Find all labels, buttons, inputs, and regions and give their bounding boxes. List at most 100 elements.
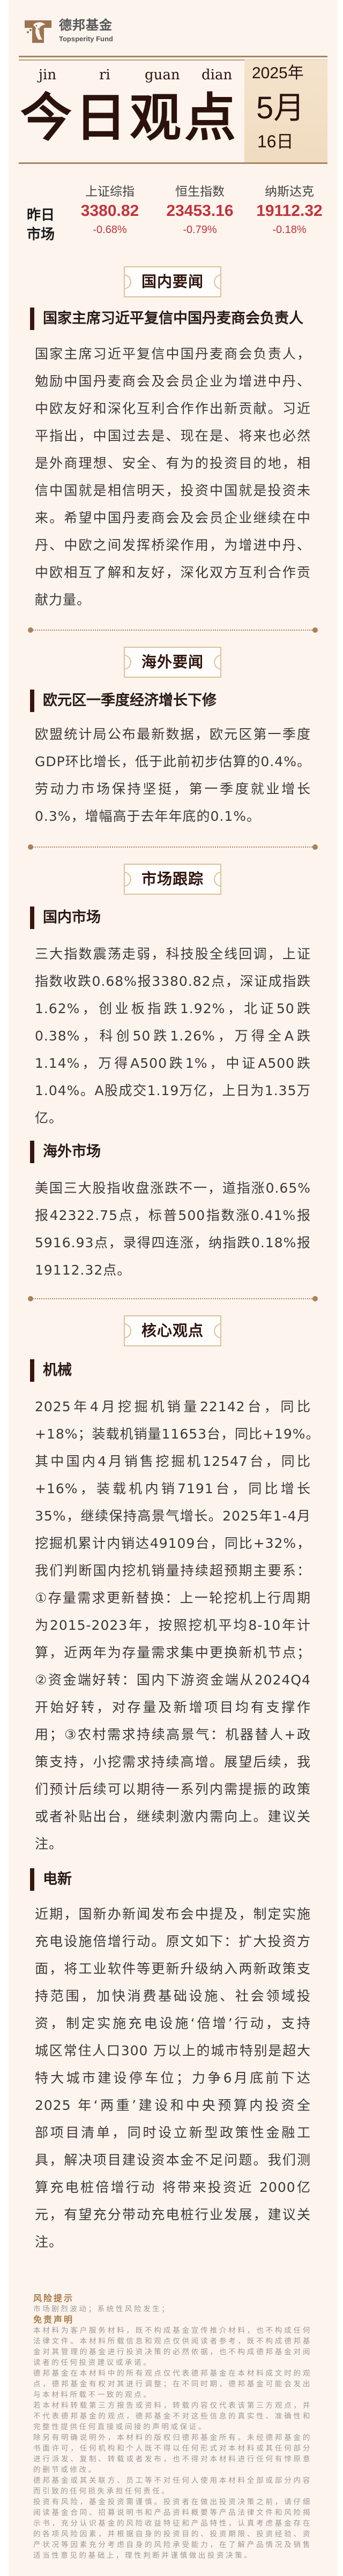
heading-text: 海外市场 [43,1143,101,1160]
body-line: 具，解决项目建设资本金不足问题。我们测 [35,2152,311,2168]
disclaimer-line: 完整性提供任何直接或间接的声明或保证。 [33,2423,207,2431]
body-line: 其中国内4月销售挖掘机12547台，同比 [35,1454,311,1469]
body-line: 是外商理想、安全、有为的投资目的地，相 [35,455,311,471]
body-line: 或者补贴出台，继续刺激内需向上。建议关 [35,1809,311,1824]
body-line: 挖掘机累计内销达49109台，同比+32%， [35,1536,311,1551]
body-line: 特大城市建设停车位；力争6月底前下达 [35,2070,311,2086]
body-line: 欧盟统计局公布最新数据，欧元区第一季度 [35,727,311,742]
body-line: 19112.32点。 [35,1262,131,1278]
body-line: 我们判断国内挖机销量持续超预期主要系： [35,1563,311,1578]
section-divider [28,1296,318,1302]
body-line: 献力量。 [35,592,91,608]
body-line: 们预计后续可以期待一系列内需提振的政策 [35,1781,311,1797]
divider-end-dot [312,844,318,850]
disclaimer-line: 产状况等因素充分考虑自身的风险承受能力，在了解产品情况及销售 [33,2541,312,2549]
article-body: 三大指数震荡走弱，科技股全线回调，上证 指数收跌0.68%报3380.82点，深证… [35,940,311,1132]
disclaimer-line: 除另有明确说明外，本材料的版权归德邦基金所有。未经德邦基金的 [33,2433,312,2442]
heading-accent-bar [30,308,34,330]
body-line: 三大指数震荡走弱，科技股全线回调，上证 [35,946,311,962]
risk-title: 风险提示 [33,2293,74,2303]
disclaimer-line: 投资有风险，基金投资需谨慎。投资者在做出投资决策之前，请仔细 [33,2498,312,2506]
body-line: 2025 年‘两重’建设和中央预算内投资全 [35,2098,311,2113]
heading-text: 国家主席习近平复信中国丹麦商会负责人 [43,310,303,327]
market-label-line1: 昨日 [27,207,55,223]
header-top-rule-thin [19,59,244,61]
page-title: 今日观点 [20,87,239,148]
body-line: 信中国就是相信明天，投资中国就是投资未 [35,483,311,498]
divider-end-dot [28,844,33,850]
market-label: 昨日 市场 [27,206,59,244]
index-shanghai: 上证综指 3380.82 -0.68% [67,183,153,238]
body-line: 部项目清单，同时设立新型政策性金融工 [35,2125,311,2140]
divider-dots [31,1298,315,1299]
disclaimer-line: 的删节或修改。 [33,2466,98,2474]
body-line: +16%，装载机内销7191台，同比增长 [35,1481,311,1496]
body-line: 元，有望充分带动充电桩行业发展，建议关 [35,2207,311,2222]
heading-text: 欧元区一季度经济增长下修 [43,692,217,709]
index-nasdaq: 纳斯达克 19112.32 -0.18% [247,183,332,238]
brand-name-cn: 德邦基金 [59,18,113,33]
header-bottom-rule [19,162,327,164]
body-line: 报42322.75点，标普500指数涨0.41%报 [35,1208,311,1223]
body-line: 劳动力市场保持坚挺，第一季度就业增长 [35,781,311,797]
disclaimer-line: 不代表德邦基金的观点，德邦基金不对这些信息的真实性、准确性和 [33,2412,312,2421]
article-body: 近期，国新办新闻发布会中提及，制定实施 充电设施倍增行动。原文如下：扩大投资方 面，… [35,1900,311,2256]
index-value: 3380.82 [80,202,139,220]
date-box [244,59,327,163]
header-top-rule [19,56,327,57]
body-line: 丹、中欧之间发挥桥梁作用，为增进中丹、 [35,537,311,553]
section-title: 海外要闻 [141,653,204,671]
body-line: 注。 [35,2234,63,2250]
brand-name-en: Topsperity Fund [59,35,113,43]
heading-text: 机械 [43,1362,72,1379]
body-line: 策支持，小挖需求持续高增。展望后续，我 [35,1754,311,1770]
disclaimer-line: 书面许可，任何机构和个人既不得以任何形式对本材料或其任何部分 [33,2444,312,2453]
body-line: 算，近两年为存量需求集中更换新机节点； [35,1645,311,1660]
divider-end-dot [28,1296,33,1301]
disclaimer-line: 的各项风险因素，并根据自身的投资目的、投资期限、投资经验、资 [33,2530,312,2538]
body-line: 2025年4月挖掘机销量22142台，同比 [35,1399,311,1414]
date-day: 16日 [257,132,294,151]
index-value: 23453.16 [166,202,234,220]
topsperity-logo-icon [25,20,51,43]
disclaimer-line: 而引致的任何损失承担任何责任。 [33,2487,171,2496]
section-header: 市场跟踪 [124,864,221,895]
disclaimer-title: 免责声明 [33,2315,74,2325]
article-panel [9,0,338,2576]
disclaimer-line: 读者的任何投资建议或承诺。 [33,2358,153,2367]
body-line: 持范围，加快消费基础设施、社会领域投 [35,1988,311,2004]
heading-text: 国内市场 [43,909,101,926]
body-line: 开始好转，对存量及新增项目均有支撑作 [35,1699,311,1715]
disclaimer-line: 与本材料所载不一致的观点。 [33,2391,153,2399]
article-body: 欧盟统计局公布最新数据，欧元区第一季度 GDP环比增长，低于此前初步估算的0.4%… [35,721,311,830]
section-header: 海外要闻 [124,647,221,678]
body-line: 用；③农村需求持续高景气：机器替人+政 [35,1727,311,1742]
body-line: 面，将工业软件等更新升级纳入两新政策支 [35,1961,311,1976]
section-title: 市场跟踪 [141,870,204,888]
risk-text: 市场剧烈波动；系统性风险发生； [33,2305,171,2313]
disclaimer-line: 德邦基金或其关联方、员工等不对任何人使用本材料全部或部分内容 [33,2476,312,2485]
index-name: 恒生指数 [175,185,225,199]
section-header: 国内要闻 [124,266,221,297]
body-line: 算充电桩倍增行动 将带来投资近 2000亿 [35,2180,311,2195]
body-line: GDP环比增长，低于此前初步估算的0.4%。 [35,754,311,769]
disclaimer-line: 示书，充分认识基金的风险收益特征和产品特性，认真考虑基金存在 [33,2519,312,2528]
date-year: 2025年 [252,64,304,82]
disclaimer-line: 德邦基金在本材料中的所有观点仅代表德邦基金在本材料成文时的观 [33,2369,312,2378]
heading-accent-bar [30,690,34,712]
section-divider [28,627,318,633]
index-change: -0.68% [93,224,127,236]
body-line: 1.14%，万得A500跌1%，中证A500跌 [35,1055,311,1071]
body-line: 指数收跌0.68%报3380.82点，深证成指跌 [35,974,311,989]
divider-dots [31,847,315,848]
body-line: 为2015-2023年，按照挖机平均8-10年计 [35,1618,311,1633]
pinyin-guan: guan [145,67,180,83]
heading-accent-bar [30,1141,34,1163]
body-line: 近期，国新办新闻发布会中提及，制定实施 [35,1906,311,1922]
heading-text: 电新 [43,1871,72,1888]
body-line: 城区常住人口300 万以上的城市特别是超大 [35,2043,311,2058]
index-change: -0.79% [183,224,217,236]
index-name: 上证综指 [85,185,135,199]
index-change: -0.18% [272,224,307,236]
disclaimer-line: 金对其管理的基金进行投资决策的必然依据，也不构成德邦基金对阅 [33,2348,312,2356]
